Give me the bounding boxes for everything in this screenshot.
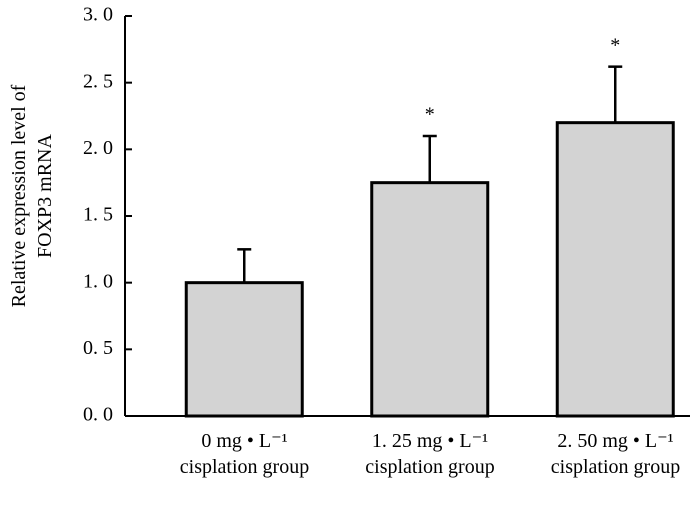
x-tick-label: 0 mg • L⁻¹ cisplation group (179, 430, 310, 478)
y-tick-label: 1. 5 (83, 204, 113, 226)
bar (370, 181, 490, 418)
bar (184, 281, 304, 418)
x-tick-label: 1. 25 mg • L⁻¹ cisplation group (365, 430, 495, 478)
x-tick-label: 2. 50 mg • L⁻¹ cisplation group (550, 430, 681, 478)
y-tick-label: 2. 0 (83, 137, 113, 159)
significance-marker: * (425, 104, 435, 126)
significance-marker: * (610, 34, 620, 56)
bar (555, 121, 675, 418)
y-tick-label: 2. 5 (83, 70, 113, 92)
y-tick-label: 0. 5 (83, 337, 113, 359)
y-tick-label: 1. 0 (83, 270, 113, 292)
y-axis-label: Relative expression level of FOXP3 mRNA (8, 84, 56, 308)
y-tick-label: 0. 0 (83, 404, 113, 426)
y-tick-label: 3. 0 (83, 4, 113, 26)
